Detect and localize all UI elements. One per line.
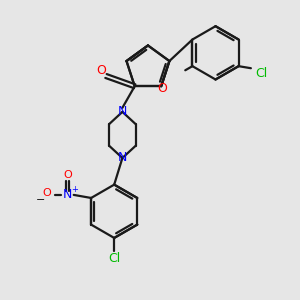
- Text: O: O: [63, 170, 72, 180]
- Text: Cl: Cl: [108, 252, 120, 265]
- Text: N: N: [118, 152, 127, 164]
- Text: N: N: [118, 105, 127, 119]
- Text: O: O: [157, 82, 167, 95]
- Text: N: N: [63, 188, 72, 201]
- Text: +: +: [71, 185, 78, 194]
- Text: −: −: [36, 195, 46, 205]
- Text: Cl: Cl: [255, 67, 267, 80]
- Text: O: O: [43, 188, 51, 198]
- Text: O: O: [96, 64, 106, 77]
